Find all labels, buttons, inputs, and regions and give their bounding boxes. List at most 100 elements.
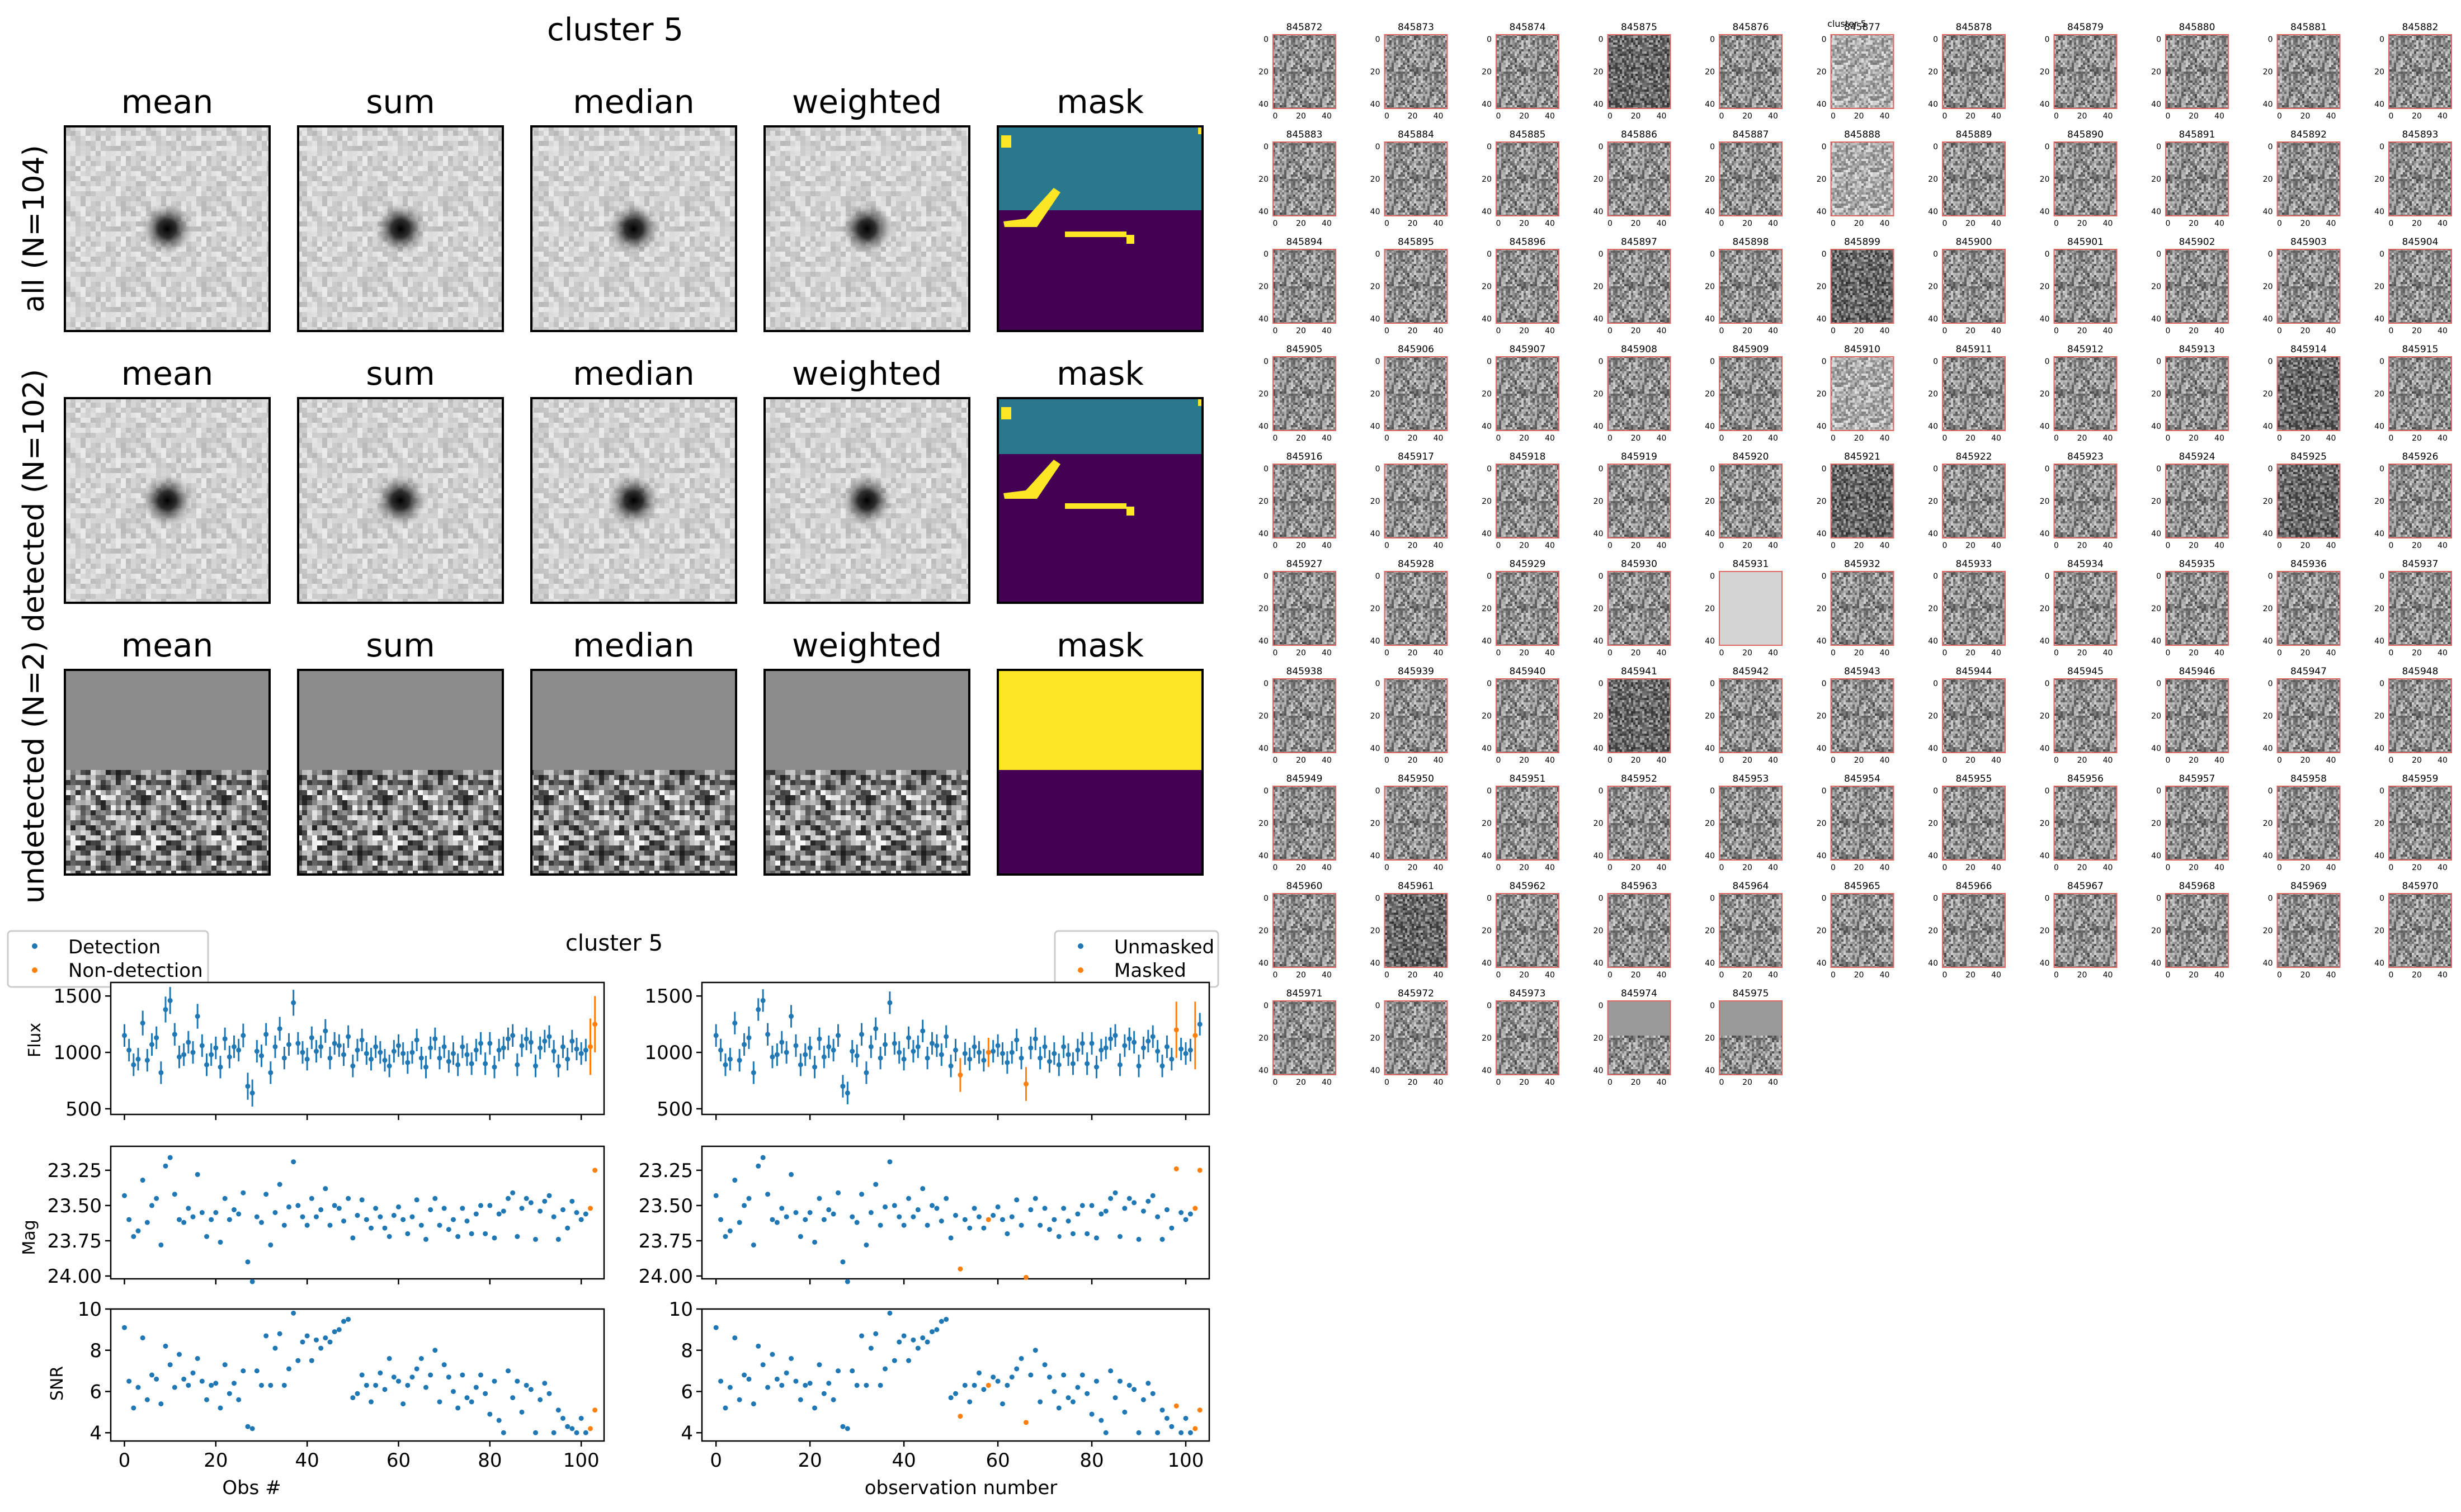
data-point xyxy=(199,1210,205,1215)
cutout-id: 845907 xyxy=(1510,344,1546,355)
data-point xyxy=(373,1044,379,1050)
cutout-ytick: 0 xyxy=(1710,250,1715,259)
x-tick-label: 0 xyxy=(710,1449,722,1472)
x-tick-label: 40 xyxy=(295,1449,319,1472)
cutout-frame xyxy=(1719,464,1783,538)
cutout-xtick: 20 xyxy=(1631,327,1641,336)
mask-image xyxy=(997,397,1204,604)
cutout-ytick: 0 xyxy=(1599,787,1604,796)
cutout-xtick: 40 xyxy=(1991,863,2001,872)
cutout-ytick: 0 xyxy=(1375,572,1380,581)
cutout-ytick: 20 xyxy=(1370,819,1380,828)
data-point xyxy=(538,1045,543,1051)
cutout-frame xyxy=(1272,34,1336,109)
cutout-xtick: 20 xyxy=(2189,541,2199,550)
cutout-ytick: 40 xyxy=(2374,207,2384,216)
data-point xyxy=(350,1395,356,1401)
data-point xyxy=(751,1401,756,1407)
cutout-ytick: 40 xyxy=(1258,637,1269,646)
cutout-xtick: 0 xyxy=(1719,756,1724,765)
data-point xyxy=(364,1051,369,1056)
cutout-ytick: 40 xyxy=(1705,100,1715,109)
cutout-frame xyxy=(2053,678,2118,753)
data-point xyxy=(546,1193,552,1198)
cutout-ytick: 40 xyxy=(1482,100,1492,109)
data-point xyxy=(441,1206,447,1211)
cutout-xtick: 40 xyxy=(2438,863,2448,872)
cutout-id: 845885 xyxy=(1510,129,1546,140)
cutout-id: 845957 xyxy=(2179,773,2215,785)
cutout-ytick: 20 xyxy=(1370,604,1380,613)
data-point xyxy=(1169,1225,1175,1231)
y-tick-label: 23.25 xyxy=(639,1160,693,1182)
cutout-xtick: 20 xyxy=(2412,219,2422,228)
data-point xyxy=(723,1405,728,1411)
data-point xyxy=(359,1037,365,1043)
cutout-frame xyxy=(2388,786,2452,861)
stack-image xyxy=(763,125,970,332)
data-point xyxy=(1046,1059,1052,1064)
data-point xyxy=(1103,1045,1109,1051)
data-point xyxy=(418,1222,424,1228)
cutout-ytick: 20 xyxy=(2040,927,2050,935)
cutout-xtick: 40 xyxy=(1991,112,2001,121)
data-point xyxy=(218,1064,223,1070)
data-point xyxy=(154,1035,159,1041)
image-frame xyxy=(64,125,271,332)
cutout-frame xyxy=(1942,464,2006,538)
data-point xyxy=(972,1206,977,1211)
cutout-frame xyxy=(1496,1000,1559,1075)
cutout-id: 845959 xyxy=(2402,773,2439,785)
data-point xyxy=(135,1228,141,1234)
cutout-xtick: 20 xyxy=(2077,327,2087,336)
cutout-frame xyxy=(2388,249,2452,324)
cutout-xtick: 20 xyxy=(1296,649,1306,658)
cutout-ytick: 40 xyxy=(1482,1066,1492,1075)
cutout-ytick: 40 xyxy=(1370,1066,1380,1075)
data-point xyxy=(309,1358,314,1363)
cutout-frame xyxy=(1830,893,1894,968)
cutout-ytick: 0 xyxy=(1822,465,1827,474)
cutout-xtick: 40 xyxy=(2438,434,2448,443)
cutout-xtick: 40 xyxy=(1434,112,1444,121)
data-point xyxy=(409,1214,415,1220)
data-point xyxy=(1019,1055,1024,1061)
cutout-ytick: 40 xyxy=(1593,315,1604,324)
data-point xyxy=(934,1043,940,1048)
data-point xyxy=(396,1204,401,1209)
data-point xyxy=(286,1366,291,1372)
data-point xyxy=(291,1000,296,1005)
cutout-id: 845902 xyxy=(2179,237,2215,248)
data-point xyxy=(555,1063,561,1069)
cutout-ytick: 0 xyxy=(1822,250,1827,259)
data-point xyxy=(1028,1207,1034,1212)
y-tick-label: 10 xyxy=(669,1298,693,1321)
data-point xyxy=(1052,1389,1057,1394)
cutout-ytick: 20 xyxy=(2374,819,2384,828)
cutout-ytick: 20 xyxy=(1593,1034,1604,1043)
data-point xyxy=(195,1014,200,1019)
data-point xyxy=(291,1159,296,1165)
cutout-xtick: 20 xyxy=(2077,649,2087,658)
cutout-ytick: 40 xyxy=(1705,315,1715,324)
cutout-xtick: 40 xyxy=(2438,541,2448,550)
data-point xyxy=(1173,1403,1179,1409)
data-point xyxy=(382,1387,388,1392)
data-point xyxy=(295,1358,301,1363)
cutout-ytick: 40 xyxy=(2151,637,2161,646)
data-point xyxy=(789,1171,794,1177)
cutout-ytick: 20 xyxy=(1370,712,1380,721)
data-point xyxy=(469,1231,474,1236)
data-point xyxy=(409,1050,415,1055)
data-point xyxy=(821,1391,827,1396)
data-point xyxy=(1005,1382,1010,1388)
data-point xyxy=(181,1052,187,1057)
cutout-xtick: 20 xyxy=(2412,649,2422,658)
